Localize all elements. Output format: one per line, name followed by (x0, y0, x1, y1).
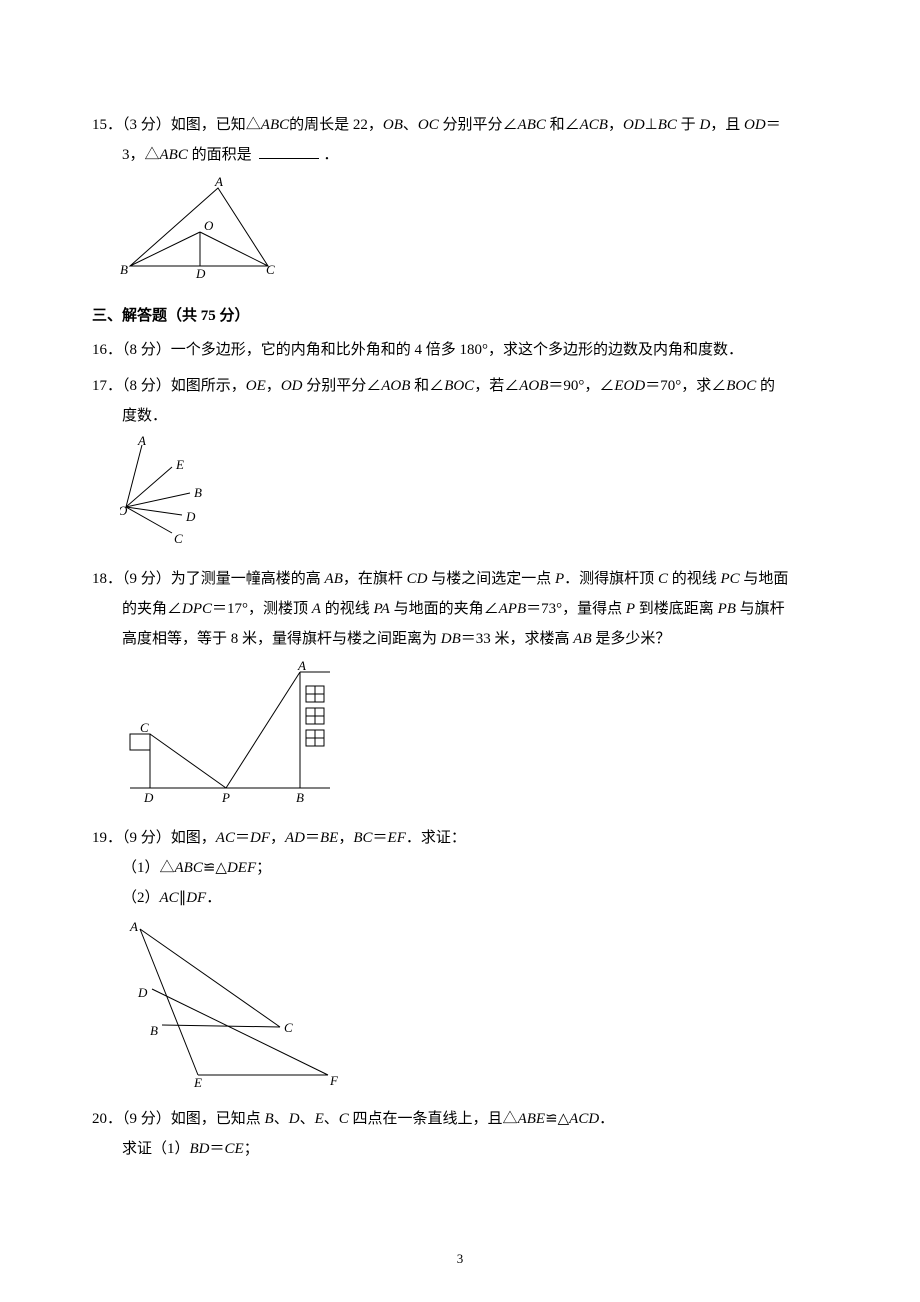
svg-text:E: E (175, 457, 184, 472)
q17-num: 17． (92, 378, 122, 394)
section-3-header: 三、解答题（共 75 分） (92, 301, 828, 331)
svg-text:P: P (221, 790, 230, 805)
page-number: 3 (0, 1246, 920, 1272)
q17-svg: A E B D C O (120, 435, 220, 547)
q15-num: 15． (92, 117, 122, 133)
q18-pts: （9 分） (122, 571, 171, 587)
svg-text:B: B (120, 262, 128, 277)
svg-text:C: C (140, 720, 149, 735)
svg-text:C: C (284, 1020, 293, 1035)
q20-pts: （9 分） (122, 1111, 171, 1127)
svg-text:D: D (185, 509, 196, 524)
q18-line2: 的夹角∠DPC＝17°，测楼顶 A 的视线 PA 与地面的夹角∠APB＝73°，… (92, 594, 828, 624)
svg-text:D: D (143, 790, 154, 805)
q18-figure: C D P B A (120, 658, 828, 817)
svg-text:A: A (129, 919, 138, 934)
question-18: 18．（9 分）为了测量一幢高楼的高 AB，在旗杆 CD 与楼之间选定一点 P．… (92, 564, 828, 817)
svg-text:O: O (120, 503, 128, 518)
svg-text:C: C (266, 262, 275, 277)
q19-svg: A D B E C F (120, 917, 350, 1087)
q17-pts: （8 分） (122, 378, 171, 394)
q20-line1: 20．（9 分）如图，已知点 B、D、E、C 四点在一条直线上，且△ABE≌△A… (92, 1104, 828, 1134)
svg-text:A: A (137, 435, 146, 448)
question-16: 16．（8 分）一个多边形，它的内角和比外角和的 4 倍多 180°，求这个多边… (92, 335, 828, 365)
q19-figure: A D B E C F (120, 917, 828, 1098)
q15-pts: （3 分） (122, 117, 171, 133)
q18-num: 18． (92, 571, 122, 587)
q19-part1: （1）△ABC≌△DEF； (92, 853, 828, 883)
q15-svg: A B C D O (120, 174, 280, 282)
q20-line2: 求证（1）BD＝CE； (92, 1134, 828, 1164)
q15-figure: A B C D O (120, 174, 828, 293)
q16-pts: （8 分） (122, 342, 171, 358)
q19-part2: （2）AC∥DF． (92, 883, 828, 913)
question-17: 17．（8 分）如图所示，OE，OD 分别平分∠AOB 和∠BOC，若∠AOB＝… (92, 371, 828, 558)
q17-figure: A E B D C O (120, 435, 828, 558)
svg-text:C: C (174, 531, 183, 546)
svg-text:B: B (194, 485, 202, 500)
question-19: 19．（9 分）如图，AC＝DF，AD＝BE，BC＝EF．求证： （1）△ABC… (92, 823, 828, 1098)
svg-text:B: B (150, 1023, 158, 1038)
q15-line1: 15．（3 分）如图，已知△ABC的周长是 22，OB、OC 分别平分∠ABC … (92, 110, 828, 140)
q15-line2: 3，△ABC 的面积是 ． (92, 140, 828, 170)
q16-num: 16． (92, 342, 122, 358)
svg-text:A: A (297, 658, 306, 673)
q16-line1: 16．（8 分）一个多边形，它的内角和比外角和的 4 倍多 180°，求这个多边… (92, 335, 828, 365)
svg-text:D: D (195, 266, 206, 281)
svg-text:E: E (193, 1075, 202, 1087)
svg-text:O: O (204, 218, 214, 233)
q15-blank (259, 143, 319, 159)
q17-line2: 度数． (92, 401, 828, 431)
svg-text:A: A (214, 174, 223, 189)
q19-line1: 19．（9 分）如图，AC＝DF，AD＝BE，BC＝EF．求证： (92, 823, 828, 853)
question-20: 20．（9 分）如图，已知点 B、D、E、C 四点在一条直线上，且△ABE≌△A… (92, 1104, 828, 1164)
q18-svg: C D P B A (120, 658, 340, 806)
q19-pts: （9 分） (122, 830, 171, 846)
svg-text:F: F (329, 1073, 339, 1087)
q20-num: 20． (92, 1111, 122, 1127)
svg-text:B: B (296, 790, 304, 805)
q19-num: 19． (92, 830, 122, 846)
q18-line3: 高度相等，等于 8 米，量得旗杆与楼之间距离为 DB＝33 米，求楼高 AB 是… (92, 624, 828, 654)
q17-line1: 17．（8 分）如图所示，OE，OD 分别平分∠AOB 和∠BOC，若∠AOB＝… (92, 371, 828, 401)
question-15: 15．（3 分）如图，已知△ABC的周长是 22，OB、OC 分别平分∠ABC … (92, 110, 828, 293)
q18-line1: 18．（9 分）为了测量一幢高楼的高 AB，在旗杆 CD 与楼之间选定一点 P．… (92, 564, 828, 594)
svg-text:D: D (137, 985, 148, 1000)
